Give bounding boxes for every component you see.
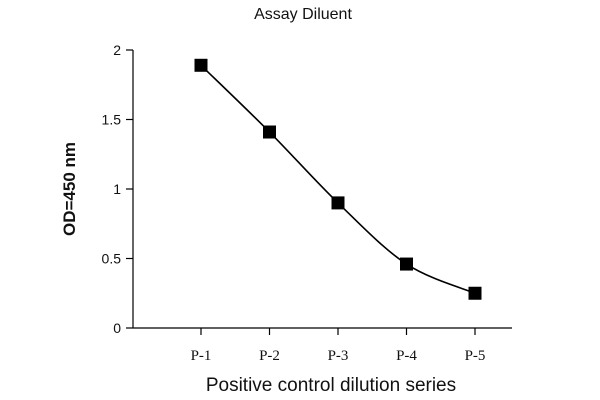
series-line [200, 64, 476, 294]
data-point [194, 58, 208, 72]
y-tick-label: 0.5 [102, 251, 122, 267]
chart-title: Assay Diluent [254, 6, 352, 23]
x-ticks: P-1 P-2 P-3 P-4 P-5 [191, 328, 486, 364]
x-tick-label: P-4 [396, 348, 417, 364]
data-point [331, 196, 345, 210]
x-tick-label: P-3 [328, 348, 349, 364]
series-markers [194, 58, 482, 300]
y-tick-label: 0 [113, 320, 121, 336]
data-point [400, 257, 413, 271]
data-point [468, 286, 482, 300]
data-point [263, 125, 276, 139]
y-tick-label: 1.5 [102, 112, 122, 128]
y-tick-label: 2 [113, 42, 121, 58]
y-axis-label: OD=450 nm [60, 142, 79, 236]
x-tick-label: P-2 [259, 348, 280, 364]
y-tick-label: 1 [113, 181, 121, 197]
x-axis-label: Positive control dilution series [206, 375, 456, 396]
x-tick-label: P-5 [465, 348, 486, 364]
x-tick-label: P-1 [191, 348, 212, 364]
y-ticks: 0 0.5 1 1.5 2 [102, 42, 133, 336]
